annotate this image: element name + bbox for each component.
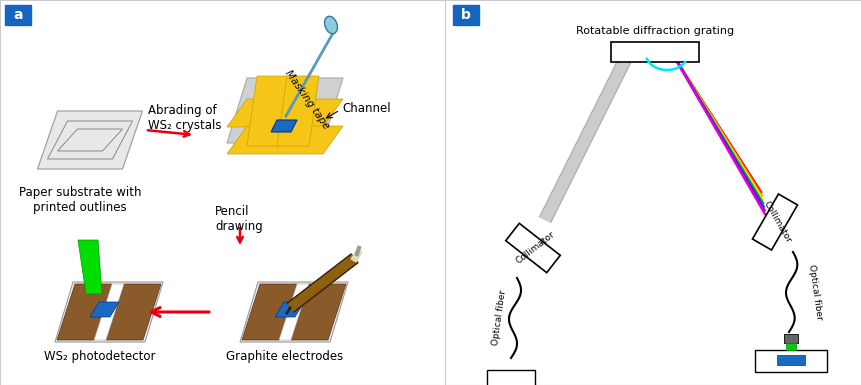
Bar [5,5,31,25]
Polygon shape [94,284,124,340]
Polygon shape [270,120,297,132]
Text: Collimator: Collimator [760,199,791,244]
Polygon shape [90,302,119,317]
Text: Channel: Channel [342,102,390,114]
Polygon shape [276,76,319,146]
Text: Masking tape: Masking tape [282,69,331,131]
Polygon shape [279,284,308,340]
Polygon shape [77,240,102,294]
Polygon shape [291,284,345,340]
Polygon shape [106,284,161,340]
Polygon shape [247,76,288,146]
Text: WS₂ photodetector: WS₂ photodetector [44,350,156,363]
Text: Optical fiber: Optical fiber [806,264,822,320]
Polygon shape [55,282,163,342]
Text: Rotatable diffraction grating: Rotatable diffraction grating [575,26,734,36]
Polygon shape [226,78,343,143]
Ellipse shape [325,16,337,34]
Polygon shape [752,194,796,250]
Polygon shape [226,126,343,154]
Polygon shape [242,284,297,340]
Bar [754,350,826,372]
Polygon shape [226,99,343,127]
Text: Graphite electrodes: Graphite electrodes [226,350,344,363]
Text: Abrading of
WS₂ crystals: Abrading of WS₂ crystals [148,104,221,132]
Text: Collimator: Collimator [513,230,555,266]
Polygon shape [505,223,560,273]
Bar [486,370,535,385]
Polygon shape [239,282,348,342]
Bar [610,42,698,62]
Text: b: b [461,8,470,22]
Polygon shape [38,111,142,169]
Text: Pencil
drawing: Pencil drawing [214,205,263,233]
Polygon shape [57,284,112,340]
Text: a: a [13,8,22,22]
Text: Paper substrate with
printed outlines: Paper substrate with printed outlines [19,186,141,214]
Bar [785,343,795,350]
Bar [453,5,479,25]
Bar [784,334,797,343]
Polygon shape [275,302,304,317]
Bar [776,355,804,365]
Text: Optical fiber: Optical fiber [490,290,507,346]
